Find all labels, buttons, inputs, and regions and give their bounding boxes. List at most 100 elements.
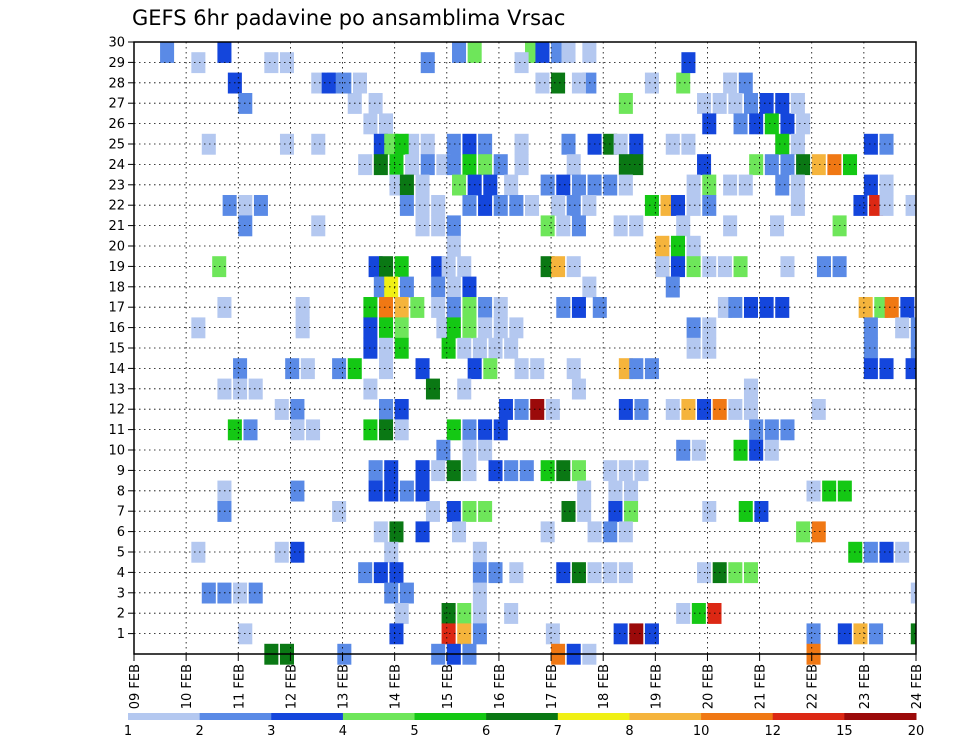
heatmap-cell <box>790 93 805 114</box>
heatmap-cell <box>431 297 446 318</box>
heatmap-cell <box>629 358 644 380</box>
x-tick-label: 23 FEB <box>858 664 873 709</box>
x-tick-label: 11 FEB <box>232 664 247 709</box>
heatmap-cell <box>561 133 576 155</box>
y-tick-label: 30 <box>108 36 125 51</box>
heatmap-cell <box>738 501 753 522</box>
heatmap-cell <box>618 460 633 482</box>
y-tick-label: 6 <box>117 525 125 540</box>
heatmap-cell <box>764 439 779 461</box>
heatmap-cell <box>764 113 779 135</box>
x-tick-label: 14 FEB <box>389 664 404 709</box>
heatmap-cell <box>373 154 388 176</box>
heatmap-cell <box>384 480 399 502</box>
heatmap-cell <box>571 174 586 196</box>
heatmap-cell <box>743 297 758 318</box>
heatmap-cell <box>556 174 571 196</box>
heatmap-cell <box>869 623 884 645</box>
heatmap-cell <box>686 174 701 196</box>
heatmap-cell <box>775 297 790 318</box>
heatmap-cell <box>441 256 456 278</box>
heatmap-cell <box>399 174 414 196</box>
heatmap-cell <box>775 174 790 196</box>
heatmap-cell <box>394 399 409 420</box>
y-tick-label: 13 <box>108 382 125 397</box>
heatmap-cell <box>733 113 748 135</box>
legend-label: 2 <box>195 724 203 739</box>
heatmap-cell <box>566 358 581 380</box>
heatmap-cell <box>863 337 878 359</box>
heatmap-cell <box>446 133 461 155</box>
x-tick-label: 12 FEB <box>284 664 299 709</box>
heatmap-cell <box>686 235 701 257</box>
heatmap-cell <box>394 317 409 339</box>
heatmap-cell <box>446 154 461 176</box>
heatmap-cell <box>290 419 305 441</box>
heatmap-cell <box>441 603 456 624</box>
heatmap-cell <box>535 42 550 63</box>
x-tick-label: 21 FEB <box>754 664 769 709</box>
heatmap-cell <box>394 297 409 318</box>
heatmap-cell <box>311 133 326 155</box>
heatmap-cell <box>624 501 639 522</box>
heatmap-cell <box>780 113 795 135</box>
y-tick-label: 11 <box>108 423 125 438</box>
legend-label: 6 <box>482 724 490 739</box>
heatmap-cell <box>691 439 706 461</box>
heatmap-cell <box>279 52 295 74</box>
legend-swatch <box>486 713 559 720</box>
y-tick-label: 16 <box>108 321 125 336</box>
heatmap-cell <box>405 154 420 176</box>
heatmap-cell <box>895 541 910 563</box>
heatmap-cell <box>514 52 529 74</box>
heatmap-cell <box>201 582 216 604</box>
y-tick-label: 27 <box>108 97 125 112</box>
heatmap-cell <box>644 358 659 380</box>
heatmap-cell <box>665 276 680 298</box>
heatmap-cell <box>441 623 456 645</box>
heatmap-cell <box>629 215 644 237</box>
heatmap-cell <box>670 235 686 257</box>
heatmap-cell <box>420 133 435 155</box>
heatmap-cell <box>446 235 461 257</box>
heatmap-cell <box>900 297 915 318</box>
heatmap-cell <box>618 93 633 114</box>
heatmap-cell <box>368 93 383 114</box>
heatmap-cell <box>493 195 508 216</box>
legend-swatch <box>342 713 416 720</box>
heatmap-cell <box>790 195 805 216</box>
heatmap-cell <box>655 256 670 278</box>
heatmap-cell <box>863 317 878 339</box>
x-tick-label: 10 FEB <box>180 664 195 709</box>
x-tick-label: 24 FEB <box>910 664 925 709</box>
y-tick-label: 8 <box>117 484 125 499</box>
heatmap-cell <box>618 174 633 196</box>
heatmap-cell <box>618 562 633 584</box>
heatmap-cell <box>290 399 305 420</box>
heatmap-cell <box>311 215 326 237</box>
heatmap-cell <box>879 133 894 155</box>
heatmap-cell <box>379 256 394 278</box>
heatmap-cell <box>504 174 519 196</box>
legend-label: 12 <box>764 724 781 739</box>
heatmap-cell <box>514 154 529 176</box>
heatmap-cell <box>571 72 586 94</box>
heatmap-cell <box>780 154 795 176</box>
legend-swatch <box>772 713 845 720</box>
heatmap-cell <box>191 317 206 339</box>
heatmap-cell <box>743 562 758 584</box>
chart-title: GEFS 6hr padavine po ansamblima Vrsac <box>132 6 566 30</box>
heatmap-cell <box>514 399 529 420</box>
y-axis: 1234567891011121314151617181920212223242… <box>108 36 134 642</box>
heatmap-cell <box>467 42 482 63</box>
heatmap-cell <box>540 215 555 237</box>
heatmap-cell <box>530 399 545 420</box>
heatmap-cell <box>571 460 586 482</box>
heatmap-cell <box>566 154 581 176</box>
heatmap-cell <box>733 256 748 278</box>
heatmap-cell <box>879 174 894 196</box>
heatmap-cell <box>446 501 461 522</box>
heatmap-cell <box>743 93 758 114</box>
heatmap-cell <box>764 154 779 176</box>
heatmap-cell <box>389 521 404 543</box>
